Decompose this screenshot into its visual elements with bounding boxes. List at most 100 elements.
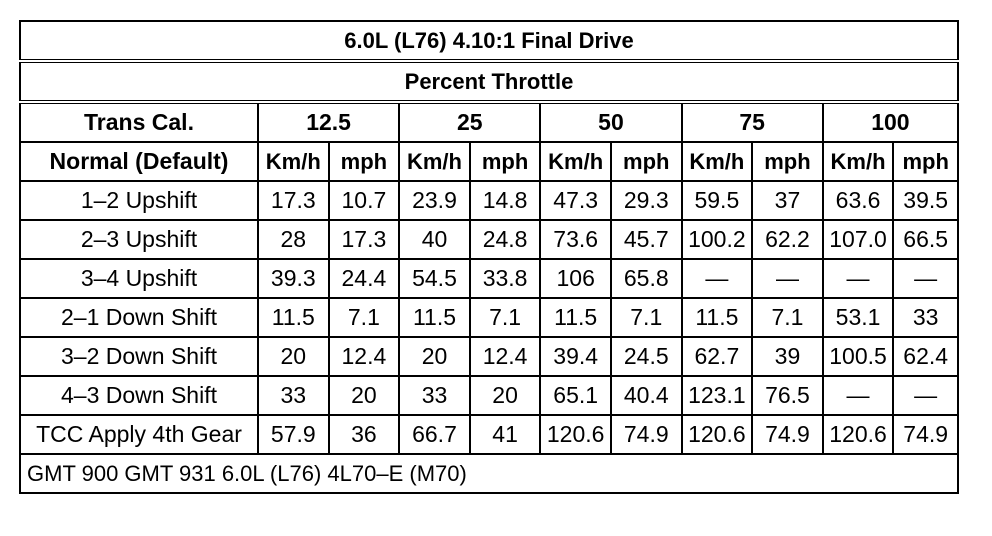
table-cell: 57.9 [257, 414, 330, 455]
table-cell: 11.5 [680, 297, 754, 338]
table-footer: GMT 900 GMT 931 6.0L (L76) 4L70–E (M70) [19, 453, 959, 494]
table-cell: 120.6 [539, 414, 612, 455]
table-cell: 120.6 [680, 414, 754, 455]
unit-kmh: Km/h [821, 141, 895, 182]
table-cell: — [680, 258, 754, 299]
table-cell: 106 [539, 258, 612, 299]
table-cell: 23.9 [398, 180, 471, 221]
unit-mph: mph [892, 141, 959, 182]
table-cell: 24.5 [609, 336, 683, 377]
table-cell: 66.7 [398, 414, 471, 455]
shift-speed-table: 6.0L (L76) 4.10:1 Final Drive Percent Th… [19, 20, 960, 494]
table-cell: 74.9 [892, 414, 959, 455]
table-row: 2–1 Down Shift 11.5 7.1 11.5 7.1 11.5 7.1 11.5 7… [19, 297, 959, 338]
table-cell: 62.4 [892, 336, 959, 377]
table-cell: 53.1 [821, 297, 895, 338]
table-cell: — [892, 375, 959, 416]
table-cell: 39.5 [892, 180, 959, 221]
units-header-row: Normal (Default) Km/h mph Km/h mph Km/h … [19, 141, 959, 182]
table-cell: — [821, 375, 895, 416]
table-cell: 29.3 [609, 180, 683, 221]
table-cell: — [821, 258, 895, 299]
row-label: 2–1 Down Shift [19, 297, 259, 338]
table-cell: 11.5 [539, 297, 612, 338]
table-cell: 24.8 [468, 219, 542, 260]
unit-kmh: Km/h [539, 141, 612, 182]
throttle-level-50: 50 [539, 101, 683, 143]
table-cell: 40.4 [609, 375, 683, 416]
table-footer-row: GMT 900 GMT 931 6.0L (L76) 4L70–E (M70) [19, 453, 959, 494]
table-cell: 20 [398, 336, 471, 377]
throttle-header-row: Trans Cal. 12.5 25 50 75 100 [19, 101, 960, 143]
unit-kmh: Km/h [257, 141, 330, 182]
table-cell: 39.4 [539, 336, 612, 377]
table-cell: 63.6 [821, 180, 895, 221]
table-cell: 24.4 [327, 258, 401, 299]
table-cell: 54.5 [398, 258, 471, 299]
table-cell: 33 [398, 375, 471, 416]
table-cell: 100.2 [680, 219, 754, 260]
table-cell: 33 [257, 375, 330, 416]
throttle-level-12-5: 12.5 [256, 101, 401, 143]
table-cell: 39 [751, 336, 824, 377]
table-cell: 59.5 [680, 180, 754, 221]
table-cell: 7.1 [468, 297, 542, 338]
throttle-level-75: 75 [680, 101, 824, 143]
table-cell: 17.3 [257, 180, 330, 221]
table-cell: 7.1 [751, 297, 824, 338]
unit-kmh: Km/h [680, 141, 754, 182]
table-cell: 73.6 [539, 219, 612, 260]
table-cell: 33.8 [468, 258, 542, 299]
table-cell: 12.4 [468, 336, 542, 377]
table-row: TCC Apply 4th Gear 57.9 36 66.7 41 120.6 74.9 1… [19, 414, 959, 455]
table-cell: 100.5 [821, 336, 895, 377]
table-cell: 65.8 [609, 258, 683, 299]
table-cell: 123.1 [680, 375, 754, 416]
table-row: 4–3 Down Shift 33 20 33 20 65.1 40.4 123.1 76.5—… [19, 375, 959, 416]
row-label: 3–2 Down Shift [19, 336, 259, 377]
unit-mph: mph [327, 141, 401, 182]
table-cell: 74.9 [609, 414, 683, 455]
throttle-level-25: 25 [398, 101, 542, 143]
table-cell: 11.5 [257, 297, 330, 338]
table-cell: 76.5 [751, 375, 824, 416]
table-cell: 45.7 [609, 219, 683, 260]
table-cell: 11.5 [398, 297, 471, 338]
table-cell: 107.0 [821, 219, 895, 260]
row-label: TCC Apply 4th Gear [19, 414, 259, 455]
table-title: 6.0L (L76) 4.10:1 Final Drive [19, 20, 959, 63]
table-row: 3–2 Down Shift 20 12.4 20 12.4 39.4 24.5 62.7 39… [19, 336, 959, 377]
table-subtitle-row: Percent Throttle [19, 60, 959, 104]
table-cell: 65.1 [539, 375, 612, 416]
table-cell: 28 [257, 219, 330, 260]
table-cell: 66.5 [892, 219, 959, 260]
unit-mph: mph [751, 141, 824, 182]
table-cell: 7.1 [609, 297, 683, 338]
unit-mph: mph [609, 141, 683, 182]
row-label: 1–2 Upshift [19, 180, 259, 221]
table-cell: 40 [398, 219, 471, 260]
table-cell: — [892, 258, 959, 299]
table-cell: 36 [327, 414, 401, 455]
table-cell: 20 [257, 336, 330, 377]
table-cell: 20 [327, 375, 401, 416]
mode-label: Normal (Default) [19, 141, 259, 182]
unit-mph: mph [468, 141, 542, 182]
table-cell: 17.3 [327, 219, 401, 260]
table-cell: 20 [468, 375, 542, 416]
table-cell: 47.3 [539, 180, 612, 221]
table-cell: 39.3 [257, 258, 330, 299]
table-cell: 62.7 [680, 336, 754, 377]
table-cell: — [751, 258, 824, 299]
table-cell: 37 [751, 180, 824, 221]
row-label: 2–3 Upshift [19, 219, 259, 260]
table-cell: 62.2 [751, 219, 824, 260]
table-cell: 33 [892, 297, 959, 338]
throttle-level-100: 100 [821, 101, 960, 143]
table-cell: 10.7 [327, 180, 401, 221]
table-cell: 7.1 [327, 297, 401, 338]
unit-kmh: Km/h [398, 141, 471, 182]
table-title-row: 6.0L (L76) 4.10:1 Final Drive [19, 20, 959, 63]
table-row: 2–3 Upshift 28 17.3 40 24.8 73.6 45.7 100.2 62.2… [19, 219, 959, 260]
table-cell: 14.8 [468, 180, 542, 221]
